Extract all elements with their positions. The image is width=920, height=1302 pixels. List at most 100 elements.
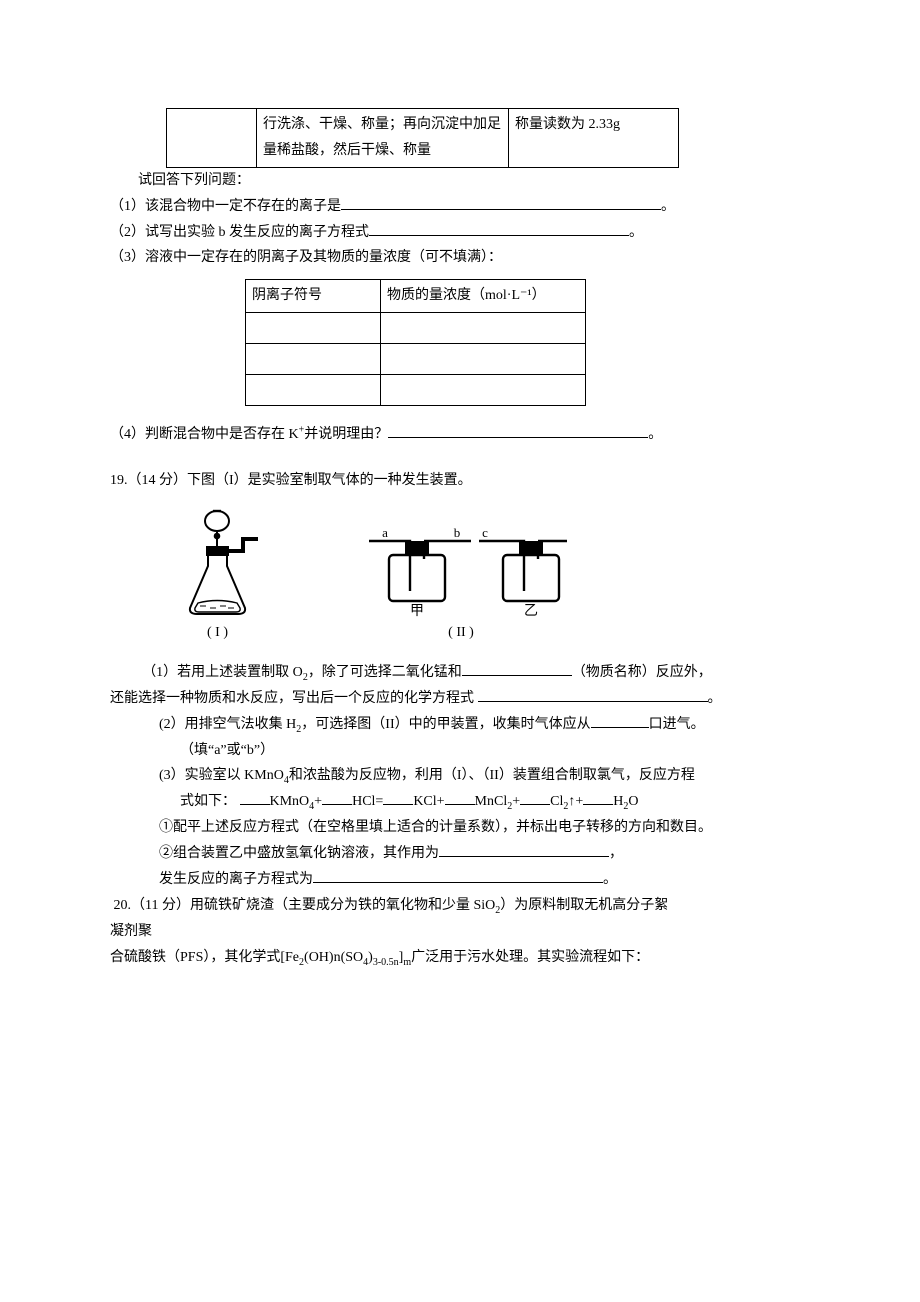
q19-c1: ①配平上述反应方程式（在空格里填上适合的计量系数），并标出电子转移的方向和数目。 — [159, 815, 810, 841]
t: （物质名称）反应外， — [572, 665, 712, 680]
blank[interactable] — [591, 727, 649, 728]
th-conc: 物质的量浓度（mol·L⁻¹） — [381, 280, 586, 313]
t: ）为原料制取无机高分子絮 — [500, 898, 668, 913]
q19-c2: ②组合装置乙中盛放氢氧化钠溶液，其作用为 ， — [159, 841, 810, 867]
blank[interactable] — [369, 235, 629, 236]
top-table: 行洗涤、干燥、称量；再向沉淀中加足量稀盐酸，然后干燥、称量 称量读数为 2.33… — [166, 108, 679, 168]
blank[interactable] — [520, 804, 550, 805]
table-row — [246, 344, 586, 375]
q19-1b: 还能选择一种物质和水反应，写出后一个反应的化学方程式 。 — [110, 686, 810, 712]
t: HCl= — [352, 794, 383, 809]
period: 。 — [629, 225, 643, 240]
q19-2b: （填“a”或“b”） — [180, 738, 810, 764]
blank[interactable] — [341, 209, 661, 210]
q19-3b: 式如下： KMnO4+HCl=KCl+MnCl2+Cl2↑+H2O — [180, 789, 810, 815]
label-b: b — [454, 525, 461, 540]
s: m — [403, 957, 411, 968]
t: KCl+ — [413, 794, 444, 809]
document-page: 行洗涤、干燥、称量；再向沉淀中加足量稀盐酸，然后干燥、称量 称量读数为 2.33… — [0, 0, 920, 1302]
label-jia: 甲 — [410, 604, 424, 618]
q20-c: 合硫酸铁（PFS），其化学式[Fe2(OH)n(SO4)3-0.5n]m广泛用于… — [110, 945, 810, 971]
fig2-label: ( II ) — [448, 620, 474, 646]
period: 。 — [603, 872, 617, 887]
q4-pre: （4）判断混合物中是否存在 K — [110, 427, 299, 442]
q1: （1）该混合物中一定不存在的离子是 。 — [110, 194, 810, 220]
table-header-row: 阴离子符号 物质的量浓度（mol·L⁻¹） — [246, 280, 586, 313]
blank[interactable] — [313, 882, 603, 883]
period: 。 — [708, 691, 722, 706]
t: 口进气。 — [649, 717, 705, 732]
q20-b: 凝剂聚 — [110, 919, 810, 945]
t: ，可选择图（II）中的甲装置，收集时气体应从 — [301, 717, 590, 732]
blank[interactable] — [462, 675, 572, 676]
try-answer: 试回答下列问题： — [110, 168, 810, 194]
cell[interactable] — [246, 313, 381, 344]
t: 还能选择一种物质和水反应，写出后一个反应的化学方程式 — [110, 691, 478, 706]
blank[interactable] — [583, 804, 613, 805]
q19-3a: (3）实验室以 KMnO4和浓盐酸为反应物，利用（I）、（II）装置组合制取氯气… — [159, 763, 810, 789]
q4-post: 并说明理由？ — [304, 427, 388, 442]
th-symbol: 阴离子符号 — [246, 280, 381, 313]
q4: （4）判断混合物中是否存在 K+并说明理由？。 — [110, 422, 810, 448]
table-row — [246, 313, 586, 344]
cell-result: 称量读数为 2.33g — [509, 109, 679, 168]
t: 和浓盐酸为反应物，利用（I）、（II）装置组合制取氯气，反应方程 — [289, 768, 695, 783]
blank[interactable] — [445, 804, 475, 805]
table-row: 行洗涤、干燥、称量；再向沉淀中加足量稀盐酸，然后干燥、称量 称量读数为 2.33… — [167, 109, 679, 168]
blank[interactable] — [439, 856, 609, 857]
blank[interactable] — [478, 701, 708, 702]
bottles-apparatus-icon: a b c 甲 乙 — [345, 523, 577, 618]
t: + — [512, 794, 520, 809]
q3: （3）溶液中一定存在的阴离子及其物质的量浓度（可不填满）： — [110, 245, 810, 271]
t: O — [628, 794, 638, 809]
period: 。 — [648, 427, 662, 442]
cell[interactable] — [381, 375, 586, 406]
cell-procedure: 行洗涤、干燥、称量；再向沉淀中加足量稀盐酸，然后干燥、称量 — [257, 109, 509, 168]
t: 式如下： — [180, 794, 240, 809]
t: + — [314, 794, 322, 809]
cell[interactable] — [246, 375, 381, 406]
t: (3）实验室以 KMnO — [159, 768, 284, 783]
figure-2: a b c 甲 乙 ( II ) — [345, 523, 577, 646]
blank[interactable] — [383, 804, 413, 805]
q19-c3: 发生反应的离子方程式为 。 — [159, 867, 810, 893]
cell[interactable] — [381, 313, 586, 344]
q19-2a: (2）用排空气法收集 H2，可选择图（II）中的甲装置，收集时气体应从口进气。 — [159, 712, 810, 738]
t: (2）用排空气法收集 H — [159, 717, 296, 732]
t: MnCl — [475, 794, 508, 809]
blank[interactable] — [322, 804, 352, 805]
fig1-label: ( I ) — [207, 620, 228, 646]
t: 广泛用于污水处理。其实验流程如下： — [411, 950, 649, 965]
label-yi: 乙 — [524, 603, 538, 618]
t: ↑+ — [568, 794, 583, 809]
comma: ， — [609, 846, 623, 861]
label-a: a — [382, 525, 388, 540]
t: KMnO — [270, 794, 310, 809]
period: 。 — [661, 199, 675, 214]
t: H — [613, 794, 623, 809]
cell[interactable] — [381, 344, 586, 375]
table-row — [246, 375, 586, 406]
figure-1: ( I ) — [170, 508, 265, 646]
t: ，除了可选择二氧化锰和 — [308, 665, 462, 680]
cell[interactable] — [246, 344, 381, 375]
q2-text: （2）试写出实验 b 发生反应的离子方程式 — [110, 225, 369, 240]
s: 3-0.5n — [373, 957, 399, 968]
q19-head: 19.（14 分）下图（I）是实验室制取气体的一种发生装置。 — [110, 468, 810, 494]
cell-empty — [167, 109, 257, 168]
t: 发生反应的离子方程式为 — [159, 872, 313, 887]
q1-text: （1）该混合物中一定不存在的离子是 — [110, 199, 341, 214]
t: （1）若用上述装置制取 O — [142, 665, 303, 680]
figures-row: ( I ) a b c 甲 乙 — [170, 508, 810, 646]
blank[interactable] — [240, 804, 270, 805]
q2: （2）试写出实验 b 发生反应的离子方程式 。 — [110, 220, 810, 246]
flask-apparatus-icon — [170, 508, 265, 618]
t: 20.（11 分）用硫铁矿烧渣（主要成分为铁的氧化物和少量 SiO — [114, 898, 496, 913]
t: (OH)n(SO — [304, 950, 363, 965]
t: ②组合装置乙中盛放氢氧化钠溶液，其作用为 — [159, 846, 439, 861]
q19-1a: （1）若用上述装置制取 O2，除了可选择二氧化锰和（物质名称）反应外， — [110, 660, 810, 686]
label-c: c — [482, 525, 488, 540]
blank[interactable] — [388, 437, 648, 438]
ion-table: 阴离子符号 物质的量浓度（mol·L⁻¹） — [245, 279, 586, 406]
t: Cl — [550, 794, 563, 809]
